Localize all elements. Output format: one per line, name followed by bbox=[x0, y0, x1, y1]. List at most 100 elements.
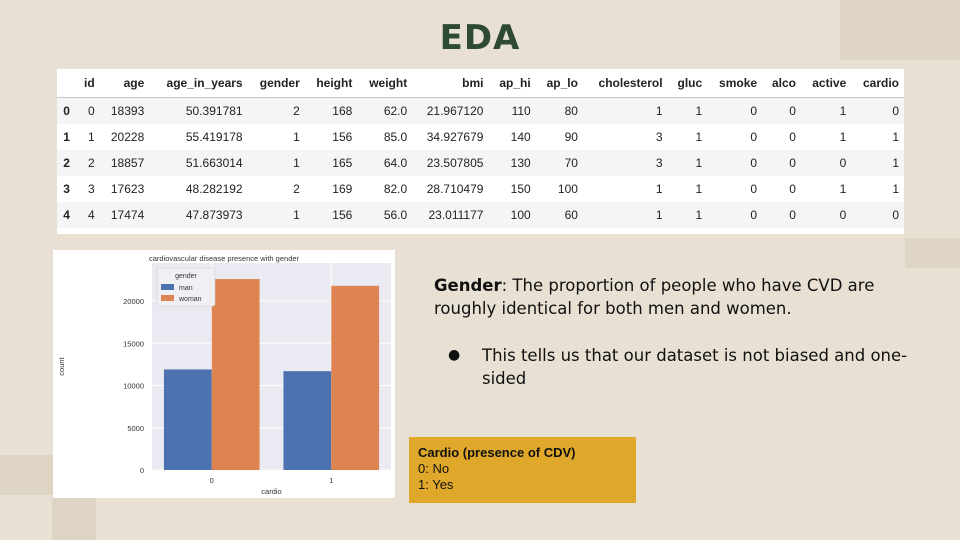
row-index: 4 bbox=[57, 202, 77, 228]
bar-woman-1 bbox=[331, 285, 380, 470]
row-index: 0 bbox=[57, 97, 77, 124]
dataframe-table-card: id age age_in_years gender height weight bmi ap… bbox=[57, 69, 904, 234]
decor-panel bbox=[52, 498, 96, 540]
table-cell: 0 bbox=[800, 202, 852, 228]
gender-body: : The proportion of people who have CVD … bbox=[434, 276, 875, 318]
bullet-dot-icon: ● bbox=[448, 347, 461, 363]
legend-swatch-man bbox=[161, 284, 174, 290]
gender-lead: Gender bbox=[434, 276, 502, 295]
legend-label-woman: woman bbox=[178, 296, 202, 303]
legend-header: Cardio (presence of CDV) bbox=[418, 445, 576, 460]
table-cell: 0 bbox=[707, 97, 763, 124]
chart-title: cardiovascular disease presence with gen… bbox=[149, 254, 300, 263]
table-cell: 17623 bbox=[110, 182, 145, 196]
table-cell: 47.873973 bbox=[149, 202, 248, 228]
table-cell: 23.507805 bbox=[412, 150, 489, 176]
table-cell: 0 bbox=[707, 150, 763, 176]
row-index: 3 bbox=[63, 182, 70, 196]
x-tick-label: 0 bbox=[210, 476, 214, 485]
table-cell: 1 bbox=[695, 130, 703, 144]
dataframe-table: id age age_in_years gender height weight bmi ap… bbox=[57, 69, 904, 228]
column-header: id bbox=[76, 69, 100, 98]
legend-line-yes: 1: Yes bbox=[418, 477, 454, 492]
table-cell: 0 bbox=[851, 97, 904, 124]
legend-swatch-woman bbox=[161, 295, 174, 301]
column-header: alco bbox=[762, 69, 801, 98]
decor-panel bbox=[840, 0, 960, 60]
table-cell: 169 bbox=[332, 182, 353, 196]
table-cell: 34.927679 bbox=[426, 130, 484, 144]
table-cell: 62.0 bbox=[357, 97, 413, 124]
table-row: 4 4 17474 47.873973 1 156 56.0 23.011177 100 60 1 1… bbox=[57, 202, 904, 228]
table-cell: 150 bbox=[510, 182, 531, 196]
table-cell: 0 bbox=[750, 130, 758, 144]
table-cell: 1 bbox=[247, 150, 305, 176]
table-cell: 70 bbox=[535, 150, 583, 176]
bar-man-0 bbox=[163, 369, 212, 470]
table-cell: 1 bbox=[88, 130, 95, 144]
y-tick-label: 10000 bbox=[123, 382, 144, 391]
column-header: height bbox=[304, 69, 358, 98]
table-cell: 0 bbox=[851, 202, 904, 228]
bar-man-1 bbox=[283, 371, 332, 470]
table-cell: 85.0 bbox=[383, 130, 408, 144]
table-cell: 28.710479 bbox=[426, 182, 484, 196]
bullet-text: This tells us that our dataset is not bi… bbox=[482, 346, 908, 388]
table-cell: 80 bbox=[535, 97, 583, 124]
column-header: bmi bbox=[412, 69, 489, 98]
column-header: cholesterol bbox=[582, 69, 668, 98]
table-cell: 1 bbox=[582, 97, 668, 124]
table-cell: 165 bbox=[304, 150, 358, 176]
table-cell: 21.967120 bbox=[412, 97, 489, 124]
table-cell: 55.419178 bbox=[185, 130, 243, 144]
table-cell: 3 bbox=[88, 182, 95, 196]
table-row: 1 1 20228 55.419178 1 156 85.0 34.927679 140 90 3 1… bbox=[57, 124, 904, 150]
cardio-legend-box: Cardio (presence of CDV) 0: No 1: Yes bbox=[409, 437, 636, 503]
chart-svg: cardiovascular disease presence with gen… bbox=[57, 254, 391, 496]
table-cell: 110 bbox=[488, 97, 536, 124]
table-cell: 1 bbox=[839, 182, 847, 196]
table-body: 0 0 18393 50.391781 2 168 62.0 21.967120 110 80 1 1… bbox=[57, 97, 904, 228]
decor-panel bbox=[905, 238, 960, 268]
column-header: gluc bbox=[667, 69, 708, 98]
gender-bar-chart: cardiovascular disease presence with gen… bbox=[53, 250, 395, 498]
legend-label-man: man bbox=[179, 285, 193, 292]
table-cell: 4 bbox=[76, 202, 100, 228]
table-cell: 2 bbox=[293, 182, 300, 196]
table-row: 3 3 17623 48.282192 2 169 82.0 28.710479 150 100 1… bbox=[57, 176, 904, 202]
table-cell: 1 bbox=[892, 182, 899, 196]
x-axis-label: cardio bbox=[261, 487, 281, 496]
column-header: weight bbox=[357, 69, 413, 98]
table-cell: 82.0 bbox=[383, 182, 408, 196]
table-row: 0 0 18393 50.391781 2 168 62.0 21.967120 110 80 1 1… bbox=[57, 97, 904, 124]
table-cell: 90 bbox=[564, 130, 578, 144]
column-header: ap_hi bbox=[488, 69, 536, 98]
table-cell: 3 bbox=[655, 130, 663, 144]
table-cell: 1 bbox=[695, 182, 703, 196]
column-header: age bbox=[99, 69, 150, 98]
row-index: 1 bbox=[63, 130, 70, 144]
column-header: gender bbox=[247, 69, 305, 98]
table-cell: 1 bbox=[839, 130, 847, 144]
table-cell: 168 bbox=[304, 97, 358, 124]
table-cell: 1 bbox=[655, 182, 663, 196]
table-cell: 1 bbox=[293, 130, 300, 144]
column-header: ap_lo bbox=[535, 69, 583, 98]
table-cell: 0 bbox=[789, 182, 796, 196]
y-tick-label: 0 bbox=[140, 466, 144, 475]
table-cell: 2 bbox=[247, 97, 305, 124]
column-header: age_in_years bbox=[149, 69, 248, 98]
table-cell: 3 bbox=[582, 150, 668, 176]
table-row: 2 2 18857 51.663014 1 165 64.0 23.507805 130 70 3 1… bbox=[57, 150, 904, 176]
table-cell: 56.0 bbox=[357, 202, 413, 228]
table-cell: 130 bbox=[488, 150, 536, 176]
table-cell: 23.011177 bbox=[412, 202, 489, 228]
table-cell: 1 bbox=[667, 97, 708, 124]
table-header-row: id age age_in_years gender height weight bmi ap… bbox=[57, 69, 904, 98]
legend-line-no: 0: No bbox=[418, 461, 450, 476]
column-header: cardio bbox=[851, 69, 904, 98]
table-cell: 1 bbox=[582, 202, 668, 228]
table-cell: 1 bbox=[800, 97, 852, 124]
chart-legend-title: gender bbox=[175, 273, 197, 280]
table-cell: 100 bbox=[557, 182, 578, 196]
